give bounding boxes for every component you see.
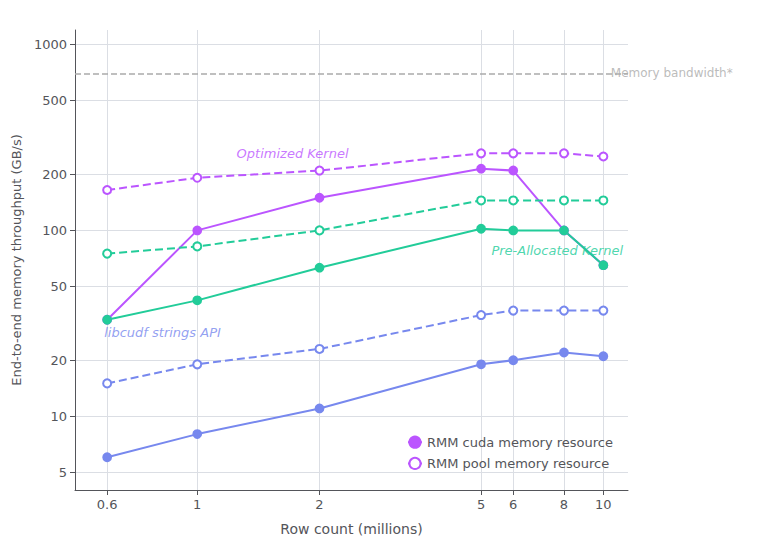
svg-text:Optimized Kernel: Optimized Kernel [237,146,349,161]
svg-text:2: 2 [315,497,323,512]
svg-text:1: 1 [193,497,201,512]
svg-text:0.6: 0.6 [97,497,118,512]
svg-text:RMM cuda memory resource: RMM cuda memory resource [427,435,613,450]
svg-text:200: 200 [42,167,67,182]
svg-text:Row count (millions): Row count (millions) [280,521,422,537]
svg-text:libcudf strings API: libcudf strings API [104,325,221,340]
svg-text:Memory bandwidth*: Memory bandwidth* [611,66,733,80]
svg-text:20: 20 [50,353,67,368]
svg-text:5: 5 [59,465,67,480]
svg-text:10: 10 [595,497,612,512]
svg-text:RMM pool memory resource: RMM pool memory resource [427,456,609,471]
svg-text:100: 100 [42,223,67,238]
svg-text:500: 500 [42,93,67,108]
svg-text:Pre-Allocated Kernel: Pre-Allocated Kernel [491,243,623,258]
svg-text:5: 5 [477,497,485,512]
svg-text:End-to-end memory throughput (: End-to-end memory throughput (GB/s) [9,134,24,386]
svg-text:6: 6 [509,497,517,512]
svg-text:1000: 1000 [34,37,67,52]
svg-text:8: 8 [560,497,568,512]
svg-text:50: 50 [50,279,67,294]
svg-text:10: 10 [50,409,67,424]
